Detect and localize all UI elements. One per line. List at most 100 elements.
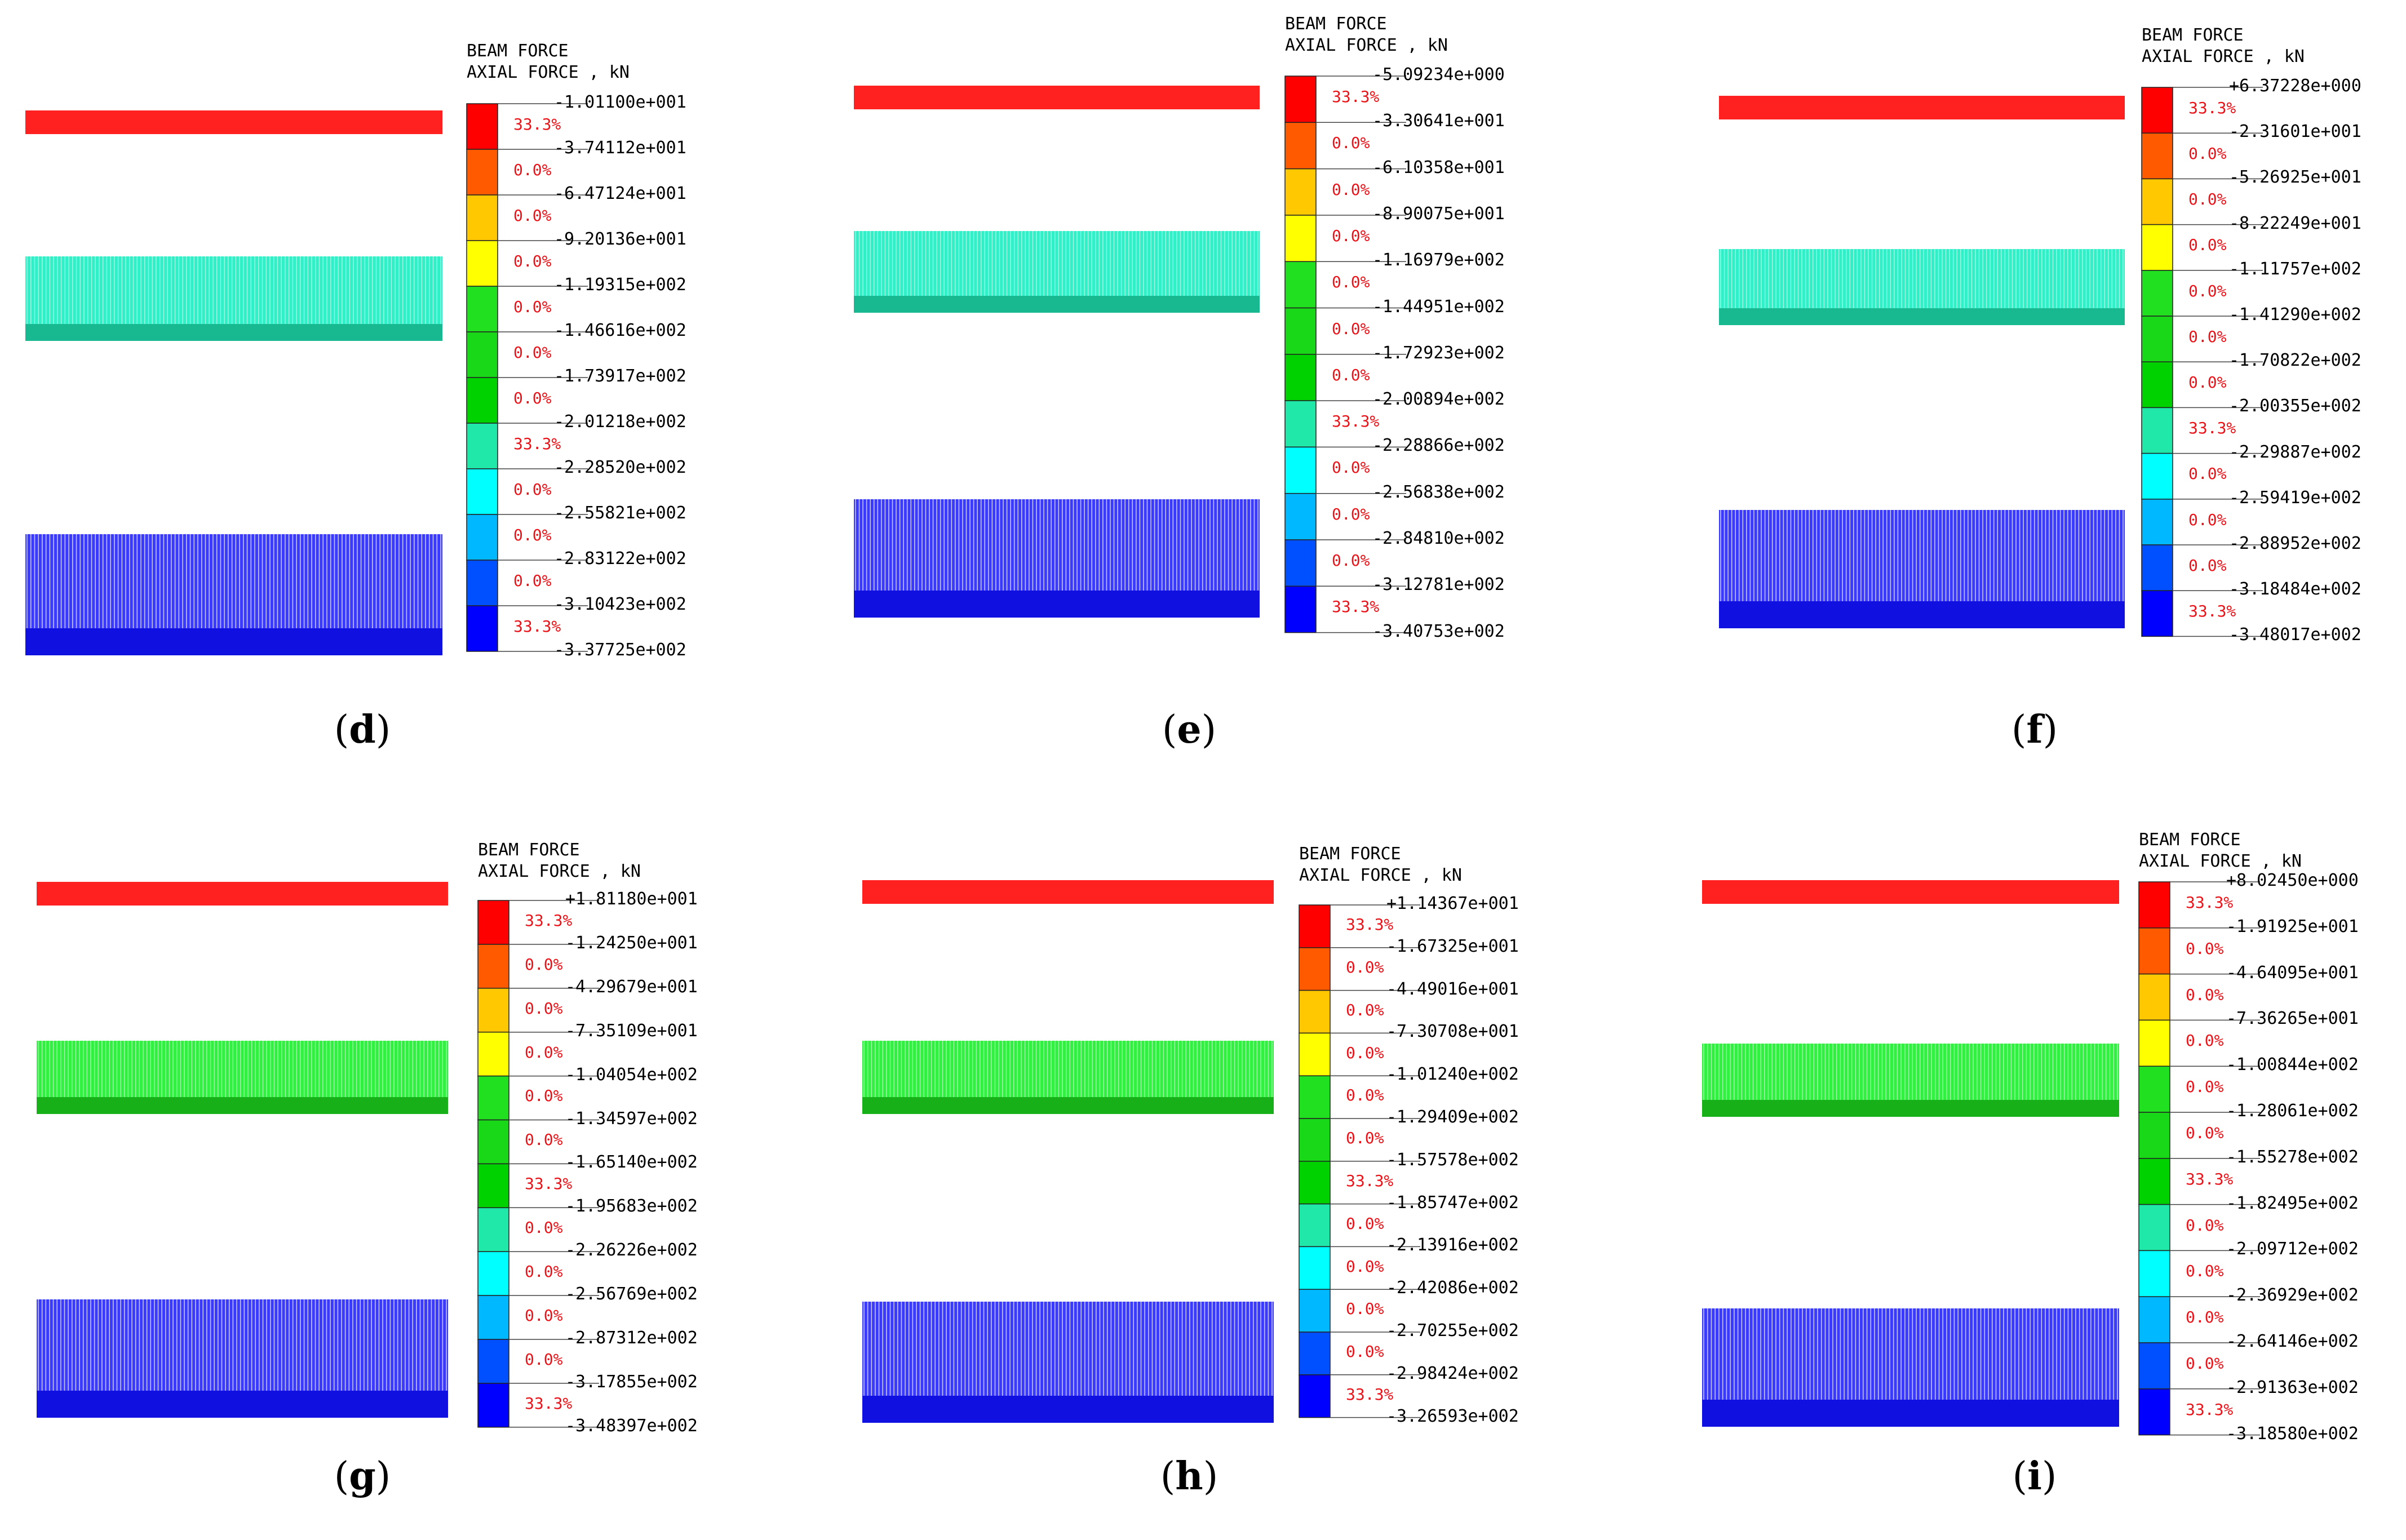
legend-percent: 33.3% <box>2188 601 2236 620</box>
legend-band-3 <box>2138 1019 2170 1067</box>
legend-value: -1.95683e+002 <box>565 1196 698 1217</box>
legend-band-0 <box>466 103 498 150</box>
legend-value: -1.44951e+002 <box>1372 296 1505 317</box>
panel-caption: (e) <box>1133 707 1246 752</box>
legend-band-5 <box>477 1119 509 1165</box>
legend-band-9 <box>1299 1289 1331 1333</box>
legend-percent: 0.0% <box>2186 1077 2224 1097</box>
caption-letter: i <box>2027 1454 2042 1499</box>
legend-percent: 0.0% <box>2186 1031 2224 1050</box>
legend-band-9 <box>466 514 498 561</box>
caption-open-paren: ( <box>2011 708 2027 752</box>
legend-percent: 0.0% <box>513 343 552 362</box>
legend-band-3 <box>477 1031 509 1077</box>
legend-value: +8.02450e+000 <box>2226 871 2359 890</box>
legend-percent: 0.0% <box>1346 1299 1384 1319</box>
legend-band-6 <box>1299 1161 1331 1205</box>
caption-open-paren: ( <box>334 708 349 752</box>
legend-value: -1.57578e+002 <box>1386 1150 1519 1170</box>
legend-value: -1.85747e+002 <box>1386 1192 1519 1213</box>
legend-band-10 <box>2138 1342 2170 1390</box>
legend-value: -2.56838e+002 <box>1372 482 1505 502</box>
legend-band-11 <box>1299 1374 1331 1418</box>
legend-percent: 0.0% <box>525 1042 563 1062</box>
legend-value: -7.35109e+001 <box>565 1020 698 1041</box>
legend-percent: 0.0% <box>1332 226 1370 245</box>
caption-close-paren: ) <box>375 708 391 752</box>
legend-band-5 <box>2141 316 2173 362</box>
legend-value: -2.28866e+002 <box>1372 436 1505 456</box>
legend-band-1 <box>1284 122 1317 170</box>
caption-close-paren: ) <box>2041 1454 2057 1499</box>
bottom-beam <box>862 1302 1274 1423</box>
legend-value: -2.55821e+002 <box>554 503 686 523</box>
legend-percent: 0.0% <box>2188 464 2227 483</box>
legend-value: -8.90075e+001 <box>1372 203 1505 224</box>
legend-percent: 0.0% <box>525 1350 563 1369</box>
legend-value: -8.22249e+001 <box>2229 213 2361 233</box>
legend-value: -6.10358e+001 <box>1372 157 1505 177</box>
legend-value: -1.01240e+002 <box>1386 1064 1519 1085</box>
legend-value: -4.29679e+001 <box>565 977 698 997</box>
panel-caption: (h) <box>1133 1454 1246 1499</box>
legend-band-1 <box>2141 132 2173 180</box>
legend-band-0 <box>477 900 509 945</box>
caption-open-paren: ( <box>334 1454 349 1499</box>
legend-percent: 0.0% <box>525 1306 563 1325</box>
legend-percent: 33.3% <box>1332 87 1380 106</box>
legend-percent: 0.0% <box>2186 1123 2224 1142</box>
legend-band-7 <box>2141 407 2173 454</box>
legend-percent: 0.0% <box>1332 551 1370 570</box>
legend-value: -7.36265e+001 <box>2226 1009 2359 1029</box>
legend-percent: 0.0% <box>1332 458 1370 477</box>
panel-caption: (i) <box>1978 1454 2091 1499</box>
legend-percent: 33.3% <box>2186 1169 2234 1188</box>
legend-percent: 33.3% <box>513 434 561 453</box>
legend-percent: 0.0% <box>513 206 552 225</box>
legend-band-2 <box>2138 973 2170 1021</box>
legend-title-line2: AXIAL FORCE , kN <box>1285 35 1448 55</box>
legend-percent: 0.0% <box>2186 1353 2224 1373</box>
legend-title-line1: BEAM FORCE <box>467 41 569 61</box>
legend-band-5 <box>2138 1112 2170 1159</box>
legend-value: -1.28061e+002 <box>2226 1101 2359 1121</box>
legend-percent: 33.3% <box>2186 893 2234 912</box>
middle-beam <box>1719 249 2125 325</box>
caption-letter: g <box>349 1454 376 1499</box>
legend-band-11 <box>1284 585 1317 633</box>
legend-band-7 <box>1299 1203 1331 1248</box>
legend-percent: 33.3% <box>525 911 573 930</box>
middle-beam <box>37 1041 448 1114</box>
legend-value: -2.00894e+002 <box>1372 389 1505 410</box>
legend-band-1 <box>466 149 498 196</box>
legend-value: -2.31601e+001 <box>2229 122 2361 142</box>
legend-percent: 0.0% <box>1332 319 1370 338</box>
top-beam <box>37 882 448 906</box>
legend-value: -1.91925e+001 <box>2226 916 2359 937</box>
legend-percent: 0.0% <box>1332 365 1370 384</box>
legend-value: -2.83122e+002 <box>554 549 686 569</box>
legend-value: -7.30708e+001 <box>1386 1022 1519 1042</box>
legend-value: -1.00844e+002 <box>2226 1055 2359 1075</box>
caption-letter: f <box>2026 707 2043 752</box>
legend-percent: 0.0% <box>2188 236 2227 255</box>
caption-letter: h <box>1175 1454 1203 1499</box>
legend-value: -5.26925e+001 <box>2229 167 2361 188</box>
legend-percent: 0.0% <box>1332 180 1370 199</box>
top-beam <box>862 880 1274 904</box>
caption-close-paren: ) <box>1203 1454 1218 1499</box>
legend-value: -3.74112e+001 <box>554 138 686 158</box>
legend-value: -1.82495e+002 <box>2226 1193 2359 1213</box>
middle-beam <box>854 231 1260 313</box>
legend-value: -2.26226e+002 <box>565 1240 698 1261</box>
legend-value: -2.87312e+002 <box>565 1328 698 1348</box>
legend-band-11 <box>466 605 498 652</box>
legend-band-6 <box>466 377 498 424</box>
legend-value: -3.30641e+001 <box>1372 111 1505 131</box>
legend-band-7 <box>477 1207 509 1252</box>
legend-value: +6.37228e+000 <box>2229 76 2361 96</box>
